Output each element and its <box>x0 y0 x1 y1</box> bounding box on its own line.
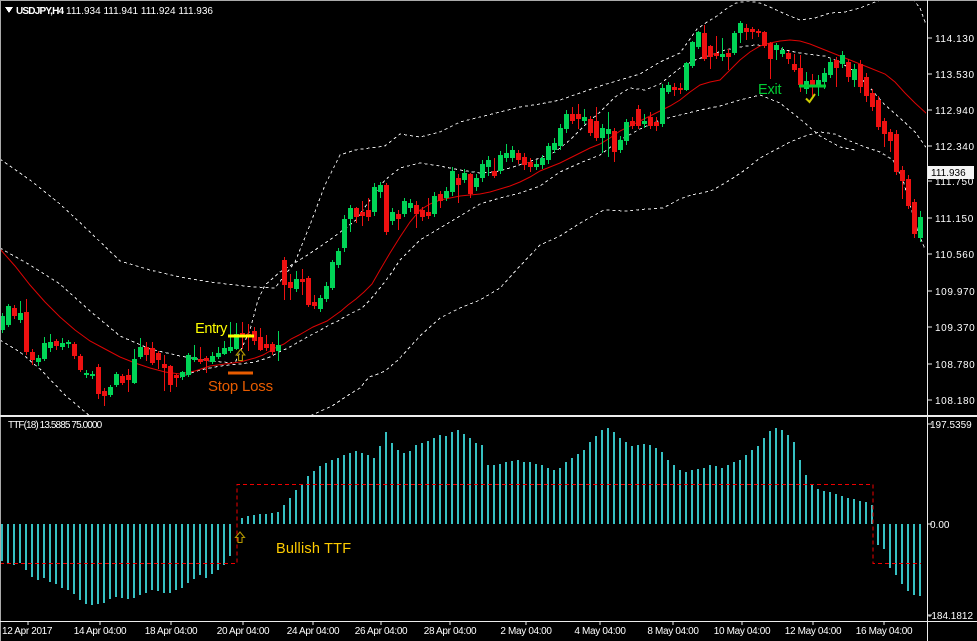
svg-text:111.934 111.941 111.924 111.93: 111.934 111.941 111.924 111.936 <box>66 6 213 17</box>
svg-text:16 May 04:00: 16 May 04:00 <box>856 626 913 637</box>
svg-text:111.936: 111.936 <box>931 168 966 179</box>
svg-text:-184.1812: -184.1812 <box>928 611 973 622</box>
svg-text:Entry: Entry <box>195 321 228 337</box>
svg-text:Exit: Exit <box>758 82 782 98</box>
svg-text:112.940: 112.940 <box>935 106 975 117</box>
svg-text:113.530: 113.530 <box>935 70 975 81</box>
svg-text:24 Apr 04:00: 24 Apr 04:00 <box>287 626 340 637</box>
svg-text:USDJPY,H4: USDJPY,H4 <box>16 6 65 17</box>
svg-text:12 Apr 2017: 12 Apr 2017 <box>2 626 53 637</box>
svg-text:26 Apr 04:00: 26 Apr 04:00 <box>355 626 408 637</box>
svg-text:110.560: 110.560 <box>935 250 975 261</box>
svg-text:10 May 04:00: 10 May 04:00 <box>714 626 771 637</box>
svg-text:Bullish TTF: Bullish TTF <box>276 541 351 557</box>
svg-text:20 Apr 04:00: 20 Apr 04:00 <box>217 626 270 637</box>
svg-text:12 May 04:00: 12 May 04:00 <box>785 626 842 637</box>
svg-text:109.970: 109.970 <box>935 287 975 298</box>
svg-text:108.180: 108.180 <box>935 396 975 407</box>
svg-text:111.150: 111.150 <box>935 214 974 225</box>
svg-text:108.780: 108.780 <box>935 360 975 371</box>
svg-text:TTF(18) 13.5885 75.0000: TTF(18) 13.5885 75.0000 <box>8 420 103 431</box>
svg-text:4 May 04:00: 4 May 04:00 <box>574 626 626 637</box>
svg-text:14 Apr 04:00: 14 Apr 04:00 <box>74 626 127 637</box>
svg-text:Stop Loss: Stop Loss <box>208 378 273 395</box>
svg-text:109.370: 109.370 <box>935 323 975 334</box>
svg-text:8 May 04:00: 8 May 04:00 <box>647 626 699 637</box>
svg-text:28 Apr 04:00: 28 Apr 04:00 <box>424 626 477 637</box>
svg-text:0.00: 0.00 <box>930 520 950 531</box>
svg-text:2 May 04:00: 2 May 04:00 <box>500 626 552 637</box>
svg-text:111.750: 111.750 <box>935 177 974 188</box>
svg-text:197.5359: 197.5359 <box>930 420 972 431</box>
svg-text:18 Apr 04:00: 18 Apr 04:00 <box>145 626 198 637</box>
svg-text:112.340: 112.340 <box>935 142 975 153</box>
svg-text:114.130: 114.130 <box>935 34 975 45</box>
